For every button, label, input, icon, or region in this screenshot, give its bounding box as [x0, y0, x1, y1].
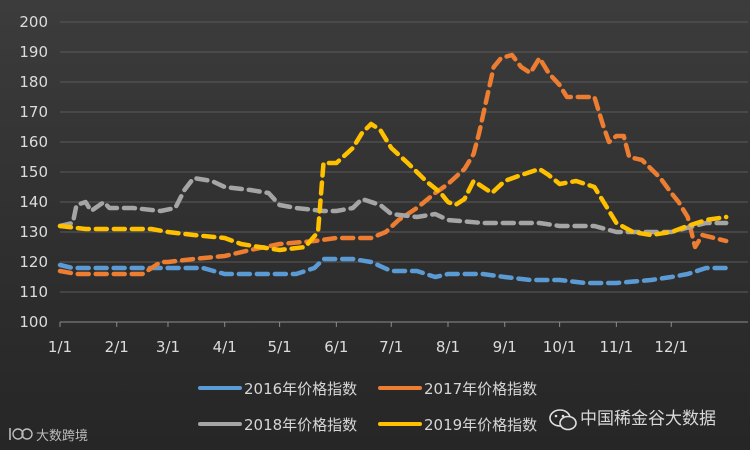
- series-line-4: [57, 121, 729, 253]
- x-tick-label: 8/1: [436, 338, 460, 356]
- y-tick-label: 100: [19, 313, 48, 331]
- y-tick-label: 120: [19, 253, 48, 271]
- y-tick-label: 140: [19, 193, 48, 211]
- x-tick-label: 4/1: [213, 338, 237, 356]
- x-tick-label: 3/1: [156, 338, 180, 356]
- y-tick-label: 160: [19, 133, 48, 151]
- y-tick-label: 200: [19, 13, 48, 31]
- channel-name: 中国稀金谷大数据: [580, 409, 716, 429]
- y-tick-label: 190: [19, 43, 48, 61]
- x-tick-label: 11/1: [600, 338, 634, 356]
- series-line-2: [57, 52, 729, 277]
- x-tick-label: 7/1: [379, 338, 403, 356]
- x-tick-label: 5/1: [268, 338, 292, 356]
- legend-label-4: 2019年价格指数: [424, 416, 537, 434]
- y-tick-label: 130: [19, 223, 48, 241]
- series-lines: [57, 52, 729, 286]
- gridlines: [60, 21, 748, 323]
- axes: 100 110 120 130 140 150 160 170 180 190 200 1/1 2/1 3…: [19, 13, 748, 356]
- logo: 大数跨境: [9, 428, 88, 444]
- legend: 2016年价格指数 2017年价格指数 2018年价格指数 2019年价格指数: [198, 380, 537, 434]
- logo-text: 大数跨境: [36, 429, 88, 444]
- y-tick-label: 150: [19, 163, 48, 181]
- x-tick-label: 12/1: [654, 338, 688, 356]
- x-tick-label: 6/1: [324, 338, 348, 356]
- series-line-3: [57, 175, 729, 235]
- y-tick-label: 180: [19, 73, 48, 91]
- wechat-icon: [549, 409, 577, 431]
- x-tick-label: 10/1: [543, 338, 577, 356]
- x-tick-label: 2/1: [105, 338, 129, 356]
- legend-label-1: 2016年价格指数: [244, 380, 357, 398]
- y-tick-label: 170: [19, 103, 48, 121]
- legend-label-3: 2018年价格指数: [244, 416, 357, 434]
- series-line-1: [57, 256, 729, 286]
- y-tick-label: 110: [19, 283, 48, 301]
- logo-mark-icon: [9, 428, 33, 440]
- x-tick-label: 9/1: [493, 338, 517, 356]
- legend-label-2: 2017年价格指数: [424, 380, 537, 398]
- x-tick-label: 1/1: [48, 338, 72, 356]
- channel-watermark: 中国稀金谷大数据: [549, 409, 716, 431]
